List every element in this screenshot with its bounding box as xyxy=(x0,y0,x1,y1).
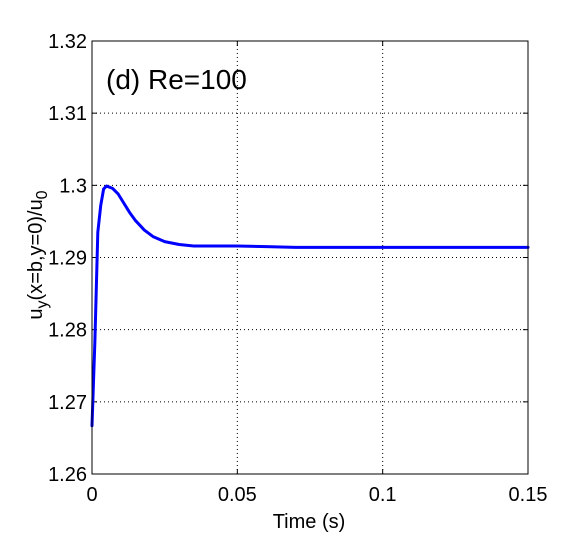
plot-frame xyxy=(91,40,529,475)
y-tick-label: 1.27 xyxy=(48,392,87,414)
y-tick-label: 1.3 xyxy=(59,175,87,197)
grid-lines xyxy=(92,41,528,474)
y-tick-label: 1.31 xyxy=(48,103,87,125)
y-tick-label: 1.32 xyxy=(48,31,87,53)
x-tick-label: 0 xyxy=(86,484,97,506)
x-axis-title: Time (s) xyxy=(273,511,346,533)
y-axis-title-sub-0: 0 xyxy=(34,190,51,199)
y-axis-title-mid: (x=b,y=0)/u xyxy=(25,199,47,300)
y-tick-label: 1.28 xyxy=(48,320,87,342)
y-tick-label: 1.26 xyxy=(48,464,87,486)
y-axis-title-u: u xyxy=(25,308,47,319)
x-tick-label: 0.15 xyxy=(509,484,548,506)
y-axis-title-sub-y: y xyxy=(34,300,51,308)
y-axis-title: uy(x=b,y=0)/u0 xyxy=(25,190,51,319)
plot-area xyxy=(92,41,528,474)
series-line xyxy=(90,184,530,428)
x-tick-label: 0.1 xyxy=(369,484,397,506)
tick-labels: 0 0.05 0.1 0.15 1.26 1.27 1.28 1.29 1.3 1.31 1.32 xyxy=(48,31,547,506)
annotation-label: (d) Re=100 xyxy=(106,64,247,95)
y-tick-label: 1.29 xyxy=(48,248,87,270)
x-tick-label: 0.05 xyxy=(218,484,257,506)
